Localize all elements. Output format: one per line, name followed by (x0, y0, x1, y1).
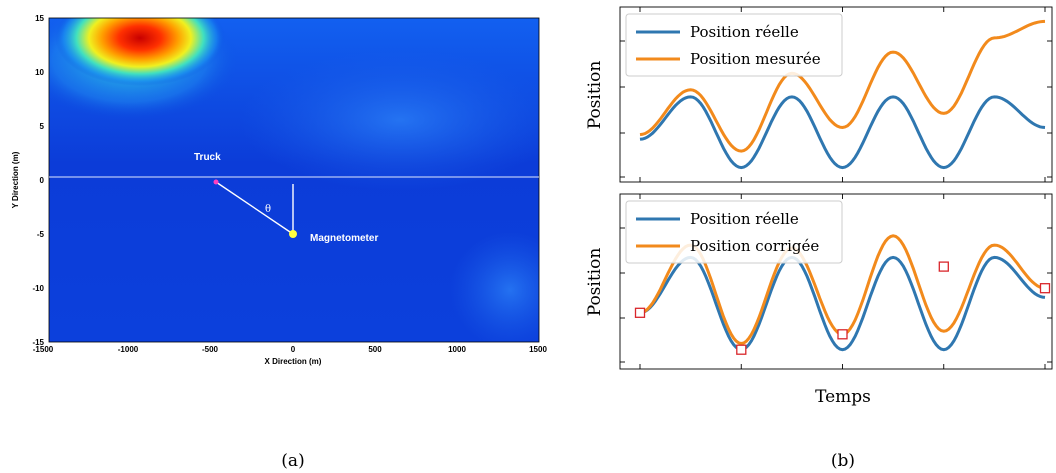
top-y-axis-label: Position (585, 61, 605, 130)
bottom-legend-corrected-label: Position corrigée (690, 237, 819, 255)
correction-marker (736, 344, 747, 355)
bottom-line-panel: Position réelle Position corrigée Positi… (585, 193, 1053, 407)
y-tick-label: -5 (37, 230, 45, 239)
line-panels: Position réelle Position mesurée Positio… (585, 6, 1053, 471)
caption-b: (b) (831, 451, 855, 471)
top-legend-measured-label: Position mesurée (690, 50, 821, 68)
x-tick-label: 1000 (448, 345, 466, 354)
top-line-panel: Position réelle Position mesurée Positio… (585, 6, 1053, 183)
angle-label: θ (265, 204, 271, 215)
top-real-position-line (639, 95, 1046, 170)
x-tick-label: 0 (291, 345, 296, 354)
y-tick-label: 5 (40, 122, 45, 131)
y-tick-label: 0 (40, 176, 45, 185)
bottom-ticks (620, 194, 1052, 369)
top-legend-real-label: Position réelle (690, 23, 799, 41)
heatmap-y-axis-label: Y Direction (m) (11, 151, 20, 208)
caption-a: (a) (281, 451, 304, 471)
truck-label: Truck (194, 152, 221, 163)
heatmap-x-ticks: -1500 -1000 -500 0 500 1000 1500 (33, 345, 548, 354)
correction-marker (938, 261, 949, 272)
heatmap-y-ticks: 15 10 5 0 -5 -10 -15 (32, 14, 44, 347)
heatmap-hotspot (55, 18, 225, 86)
correction-markers (634, 261, 1051, 355)
x-tick-label: -500 (202, 345, 219, 354)
magnetometer-marker (289, 230, 297, 238)
x-tick-label: 500 (368, 345, 382, 354)
top-legend: Position réelle Position mesurée (625, 13, 843, 77)
magnetometer-label: Magnetometer (310, 233, 378, 244)
y-tick-label: 10 (35, 68, 44, 77)
x-tick-label: -1000 (118, 345, 139, 354)
truck-marker (213, 179, 219, 185)
correction-marker (634, 307, 646, 318)
bottom-real-position-line (639, 255, 1046, 352)
correction-marker (837, 329, 848, 340)
truck-magnetometer-line (215, 181, 294, 235)
y-tick-label: 15 (35, 14, 44, 23)
heatmap-frame (48, 17, 540, 343)
y-tick-label: -10 (32, 284, 44, 293)
heatmap-x-axis-label: X Direction (m) (265, 357, 322, 366)
bottom-y-axis-label: Position (585, 248, 605, 317)
correction-marker (1039, 283, 1051, 294)
y-tick-label: -15 (32, 338, 44, 347)
bottom-legend-real-label: Position réelle (690, 210, 799, 228)
x-tick-label: 1500 (529, 345, 547, 354)
top-ticks (620, 7, 1052, 182)
bottom-x-axis-label: Temps (815, 387, 871, 407)
heatmap-patch (450, 230, 539, 342)
bottom-legend: Position réelle Position corrigée (625, 200, 843, 264)
top-measured-position-line (639, 19, 1046, 153)
x-tick-label: -1500 (33, 345, 54, 354)
heatmap-panel: Truck Magnetometer θ -1500 -1000 -500 0 … (11, 14, 548, 471)
heatmap-patch (240, 50, 539, 190)
